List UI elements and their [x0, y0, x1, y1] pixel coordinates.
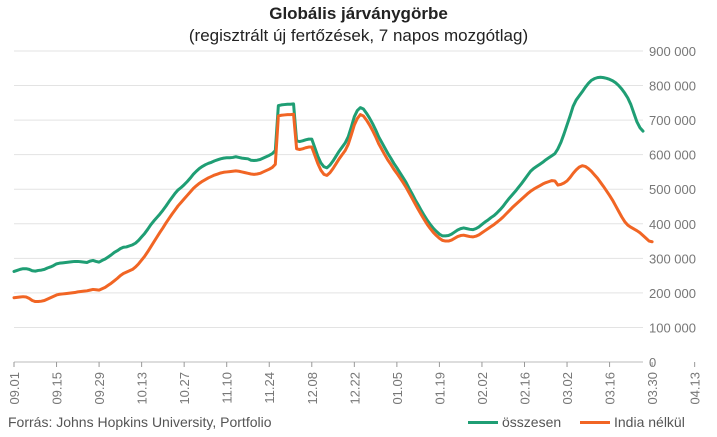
y-tick-label: 700 000	[649, 113, 696, 128]
series-line-osszesen	[12, 75, 645, 273]
x-tick-label: 09.01	[7, 372, 22, 405]
series-line-india-nelkul	[12, 112, 654, 304]
legend-label-india-nelkul: India nélkül	[614, 414, 685, 430]
x-tick-label: 12.22	[347, 372, 362, 405]
x-tick-label: 01.05	[390, 372, 405, 405]
x-tick-label: 09.15	[50, 372, 65, 405]
x-tick-label: 03.30	[645, 372, 660, 405]
legend-swatch-osszesen	[468, 420, 498, 424]
chart-source: Forrás: Johns Hopkins University, Portfo…	[8, 414, 272, 430]
y-tick-label: 800 000	[649, 79, 696, 94]
y-tick-label: 500 000	[649, 182, 696, 197]
x-tick-label: 03.02	[560, 372, 575, 405]
legend-label-osszesen: összesen	[502, 414, 562, 430]
y-tick-label: 100 000	[649, 320, 696, 335]
x-tick-label: 09.29	[92, 372, 107, 405]
x-tick-label: 11.24	[262, 372, 277, 404]
y-tick-label: 0	[649, 355, 656, 370]
chart-title: Globális járványgörbe	[269, 4, 448, 23]
y-tick-label: 200 000	[649, 286, 696, 301]
x-tick-label: 03.16	[603, 372, 618, 405]
x-tick-label: 04.13	[688, 372, 703, 405]
y-tick-label: 600 000	[649, 148, 696, 163]
chart-subtitle: (regisztrált új fertőzések, 7 napos mozg…	[188, 26, 529, 45]
legend-swatch-india-nelkul	[580, 420, 610, 424]
y-tick-label: 400 000	[649, 217, 696, 232]
x-tick-label: 02.16	[517, 372, 532, 405]
x-tick-label: 10.13	[135, 372, 150, 405]
x-tick-label: 01.19	[432, 372, 447, 405]
legend-item-osszesen: összesen	[468, 414, 561, 430]
x-tick-label: 02.02	[475, 372, 490, 405]
x-tick-label: 11.10	[220, 372, 235, 404]
x-tick-label: 10.27	[177, 372, 192, 405]
y-tick-label: 900 000	[649, 44, 696, 59]
legend-item-india-nelkul: India nélkül	[580, 414, 685, 430]
y-tick-label: 300 000	[649, 251, 696, 266]
x-tick-label: 12.08	[305, 372, 320, 405]
